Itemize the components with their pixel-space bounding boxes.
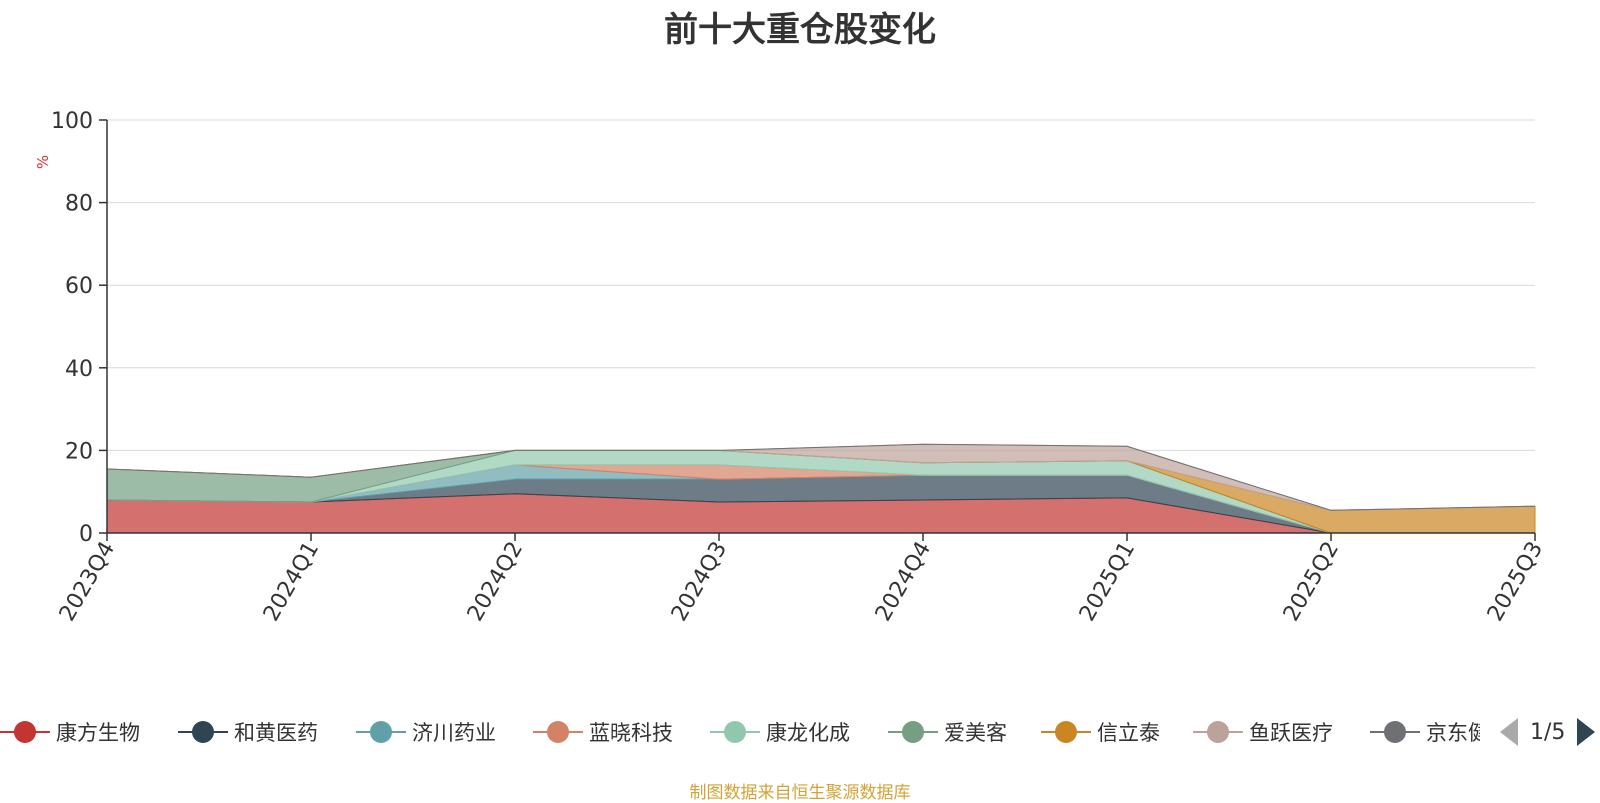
- legend-label: 和黄医药: [234, 721, 318, 745]
- x-tick-label-1: 2024Q1: [259, 538, 324, 626]
- legend-item-6[interactable]: 信立泰: [1041, 712, 1160, 752]
- y-tick-label-4: 80: [65, 192, 93, 217]
- y-tick-label-1: 20: [65, 439, 93, 464]
- y-tick-label-3: 60: [65, 274, 93, 299]
- x-tick-label-6: 2025Q2: [1279, 538, 1344, 626]
- chart-title: 前十大重仓股变化: [664, 10, 936, 50]
- legend-item-7[interactable]: 鱼跃医疗: [1193, 712, 1333, 752]
- y-tick-label-0: 0: [79, 522, 93, 547]
- legend-prev-page-icon[interactable]: [1500, 718, 1518, 746]
- area-series-8[interactable]: [106, 443, 1536, 511]
- legend-item-8[interactable]: 京东健康: [1370, 712, 1480, 752]
- legend-label: 济川药业: [412, 721, 496, 745]
- data-source-note: 制图数据来自恒生聚源数据库: [689, 783, 911, 803]
- legend-label: 康龙化成: [766, 721, 850, 745]
- legend-item-4[interactable]: 康龙化成: [710, 712, 850, 752]
- x-tick-label-4: 2024Q4: [871, 538, 936, 626]
- legend-label: 爱美客: [944, 721, 1007, 745]
- legend-label: 京东健康: [1426, 721, 1480, 745]
- legend-item-3[interactable]: 蓝晓科技: [533, 712, 673, 752]
- legend-symbol-icon: [710, 721, 760, 743]
- legend-label: 蓝晓科技: [589, 721, 673, 745]
- legend-item-2[interactable]: 济川药业: [356, 712, 496, 752]
- x-tick-label-3: 2024Q3: [667, 538, 732, 626]
- x-tick-label-5: 2025Q1: [1075, 538, 1140, 626]
- x-tick-label-2: 2024Q2: [463, 538, 528, 626]
- legend-item-0[interactable]: 康方生物: [0, 712, 140, 752]
- x-tick-label-0: 2023Q4: [55, 538, 120, 626]
- y-tick-label-2: 40: [65, 357, 93, 382]
- legend-label: 康方生物: [56, 721, 140, 745]
- legend-symbol-icon: [0, 721, 50, 743]
- legend-label: 信立泰: [1097, 721, 1160, 745]
- legend-pager: 1/5: [1500, 718, 1596, 746]
- legend-symbol-icon: [178, 721, 228, 743]
- legend-item-5[interactable]: 爱美客: [888, 712, 1007, 752]
- legend-symbol-icon: [1193, 721, 1243, 743]
- legend-symbol-icon: [1370, 721, 1420, 743]
- legend-item-1[interactable]: 和黄医药: [178, 712, 318, 752]
- x-tick-label-7: 2025Q3: [1483, 538, 1548, 626]
- legend-next-page-icon[interactable]: [1577, 718, 1596, 746]
- legend-page-indicator: 1/5: [1530, 719, 1566, 745]
- legend-symbol-icon: [1041, 721, 1091, 743]
- legend-label: 鱼跃医疗: [1249, 721, 1333, 745]
- stacked-area-chart: 0 20 40 60 80 100 2023Q4 2024Q1 2024Q2 2024Q3 2024…: [34, 109, 1548, 626]
- legend-symbol-icon: [356, 721, 406, 743]
- y-axis-label: %: [34, 155, 52, 169]
- legend-symbol-icon: [533, 721, 583, 743]
- area-bands: [106, 443, 1536, 534]
- legend: 康方生物 和黄医药 济川药业 蓝晓科技 康龙化成 爱美客 信立泰 鱼跃医疗 京东健康: [0, 712, 1600, 752]
- y-tick-label-5: 100: [51, 109, 93, 134]
- legend-symbol-icon: [888, 721, 938, 743]
